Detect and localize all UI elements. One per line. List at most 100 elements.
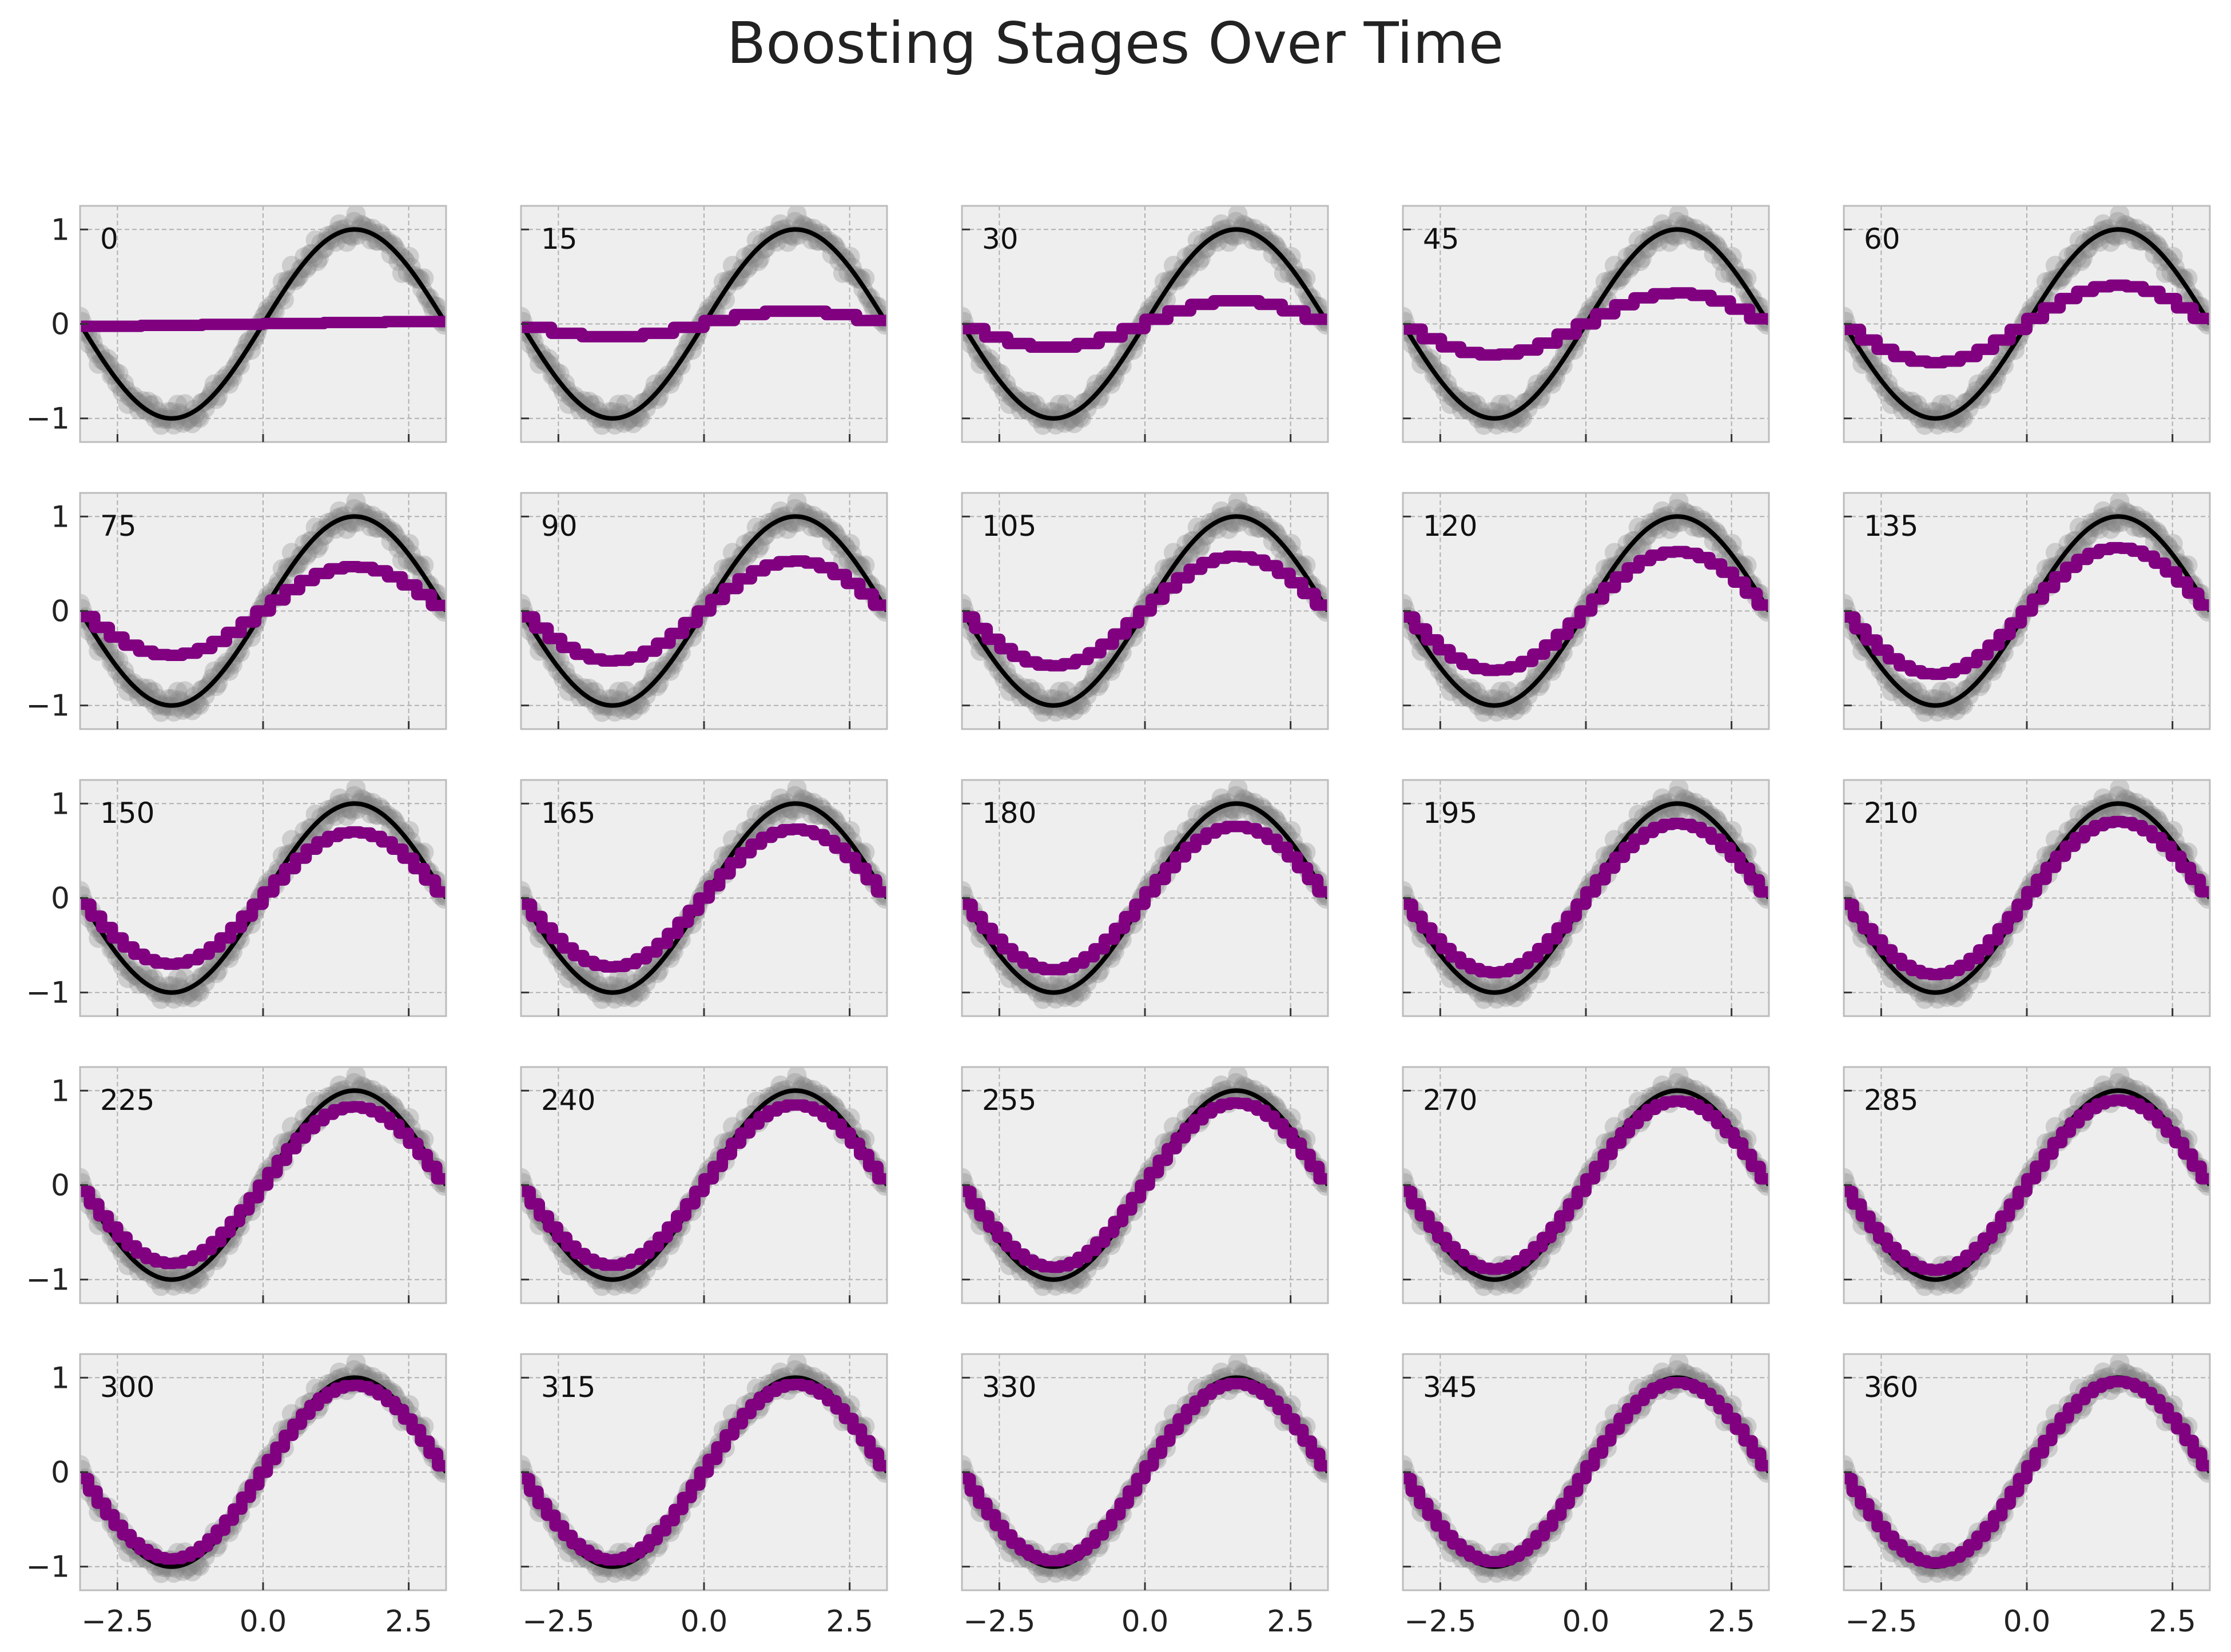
plot-area xyxy=(962,493,1328,722)
sample-point xyxy=(1064,1562,1084,1582)
sample-point xyxy=(1186,248,1206,268)
sample-point xyxy=(787,1354,807,1372)
sample-point xyxy=(994,956,1014,976)
sample-point xyxy=(785,212,805,232)
sample-point xyxy=(1252,797,1272,817)
stage-label: 300 xyxy=(100,1371,154,1404)
sample-point xyxy=(1531,673,1551,693)
sample-point xyxy=(346,1067,366,1085)
sample-point xyxy=(649,673,669,693)
sample-point xyxy=(80,881,90,901)
sample-point xyxy=(2130,518,2150,538)
sample-point xyxy=(2148,237,2168,257)
sample-point xyxy=(1264,522,1284,542)
sample-point xyxy=(1252,223,1272,243)
sample-point xyxy=(2134,797,2154,817)
sample-point xyxy=(735,821,755,841)
sample-point xyxy=(2110,206,2130,224)
sample-point xyxy=(745,248,765,268)
sample-point xyxy=(1011,400,1031,420)
boosted-prediction-step xyxy=(80,1379,446,1565)
sample-point xyxy=(553,669,573,689)
sample-point xyxy=(346,493,366,511)
stage-label: 255 xyxy=(982,1084,1036,1117)
boosted-prediction-step xyxy=(521,555,887,667)
sample-point xyxy=(570,974,590,994)
sample-point xyxy=(1986,368,2006,388)
sample-point xyxy=(1667,786,1687,806)
sample-point xyxy=(623,1275,643,1295)
boosted-prediction-step xyxy=(80,826,446,970)
sample-point xyxy=(202,668,222,688)
sample-point xyxy=(383,1096,403,1116)
sample-point xyxy=(1693,223,1713,243)
panel-135: 135 xyxy=(1843,492,2211,730)
sample-point xyxy=(285,270,305,290)
y-tick-label: −1 xyxy=(26,976,70,1010)
sample-point xyxy=(366,231,386,251)
sample-point xyxy=(616,681,636,701)
sample-point xyxy=(1844,306,1854,327)
sample-point xyxy=(1931,682,1951,702)
boosted-prediction-step xyxy=(1844,542,2210,680)
sample-point xyxy=(1252,510,1272,530)
sample-point xyxy=(1064,413,1084,433)
sample-point xyxy=(1844,1168,1854,1188)
sample-point xyxy=(570,1261,590,1281)
sample-point xyxy=(1695,799,1715,819)
sample-point xyxy=(1525,668,1545,688)
y-tick-label: 1 xyxy=(51,500,70,534)
sample-point xyxy=(2110,1067,2130,1085)
sample-point xyxy=(521,881,531,901)
sample-point xyxy=(2135,225,2156,245)
sample-point xyxy=(344,1073,364,1093)
sample-point xyxy=(2108,212,2128,232)
sample-point xyxy=(609,682,629,702)
sample-point xyxy=(195,1260,215,1280)
sample-point xyxy=(129,974,149,994)
stage-label: 195 xyxy=(1423,797,1477,830)
sample-point xyxy=(1057,394,1077,414)
sample-point xyxy=(346,206,366,224)
sample-point xyxy=(785,1360,805,1380)
sample-point xyxy=(824,234,844,254)
sample-point xyxy=(1707,524,1727,544)
sample-point xyxy=(1878,373,1898,393)
stage-label: 15 xyxy=(541,222,578,256)
sample-point xyxy=(1049,395,1069,415)
sample-point xyxy=(289,266,309,286)
sample-point xyxy=(699,299,719,319)
sample-point xyxy=(1844,881,1854,901)
sample-point xyxy=(1626,248,1647,268)
sample-point xyxy=(1084,381,1104,401)
stage-label: 45 xyxy=(1423,222,1460,256)
sample-point xyxy=(1525,381,1545,401)
plot-area xyxy=(962,1354,1328,1583)
sample-point xyxy=(372,1086,392,1106)
plot-area xyxy=(521,780,887,1009)
sample-point xyxy=(289,554,309,574)
boosted-prediction-step xyxy=(521,1099,887,1271)
plot-area xyxy=(521,1067,887,1296)
sample-point xyxy=(222,368,242,388)
sample-point xyxy=(1695,225,1715,245)
y-tick-label: 0 xyxy=(51,595,70,629)
y-tick-label: −1 xyxy=(26,689,70,723)
boosted-prediction-step xyxy=(1844,815,2210,981)
stage-label: 165 xyxy=(541,797,595,830)
sample-point xyxy=(1705,234,1725,254)
sample-point xyxy=(521,306,531,327)
stage-label: 60 xyxy=(1864,222,1900,256)
sample-point xyxy=(1892,687,1912,707)
sample-point xyxy=(1660,232,1680,252)
sample-point xyxy=(2101,519,2121,539)
sample-point xyxy=(112,956,132,976)
sample-point xyxy=(1248,231,1268,251)
sample-point xyxy=(1451,400,1472,420)
sample-point xyxy=(643,668,663,688)
plot-area xyxy=(1844,780,2210,1009)
sample-point xyxy=(2108,1073,2128,1093)
plot-area xyxy=(1844,1067,2210,1296)
